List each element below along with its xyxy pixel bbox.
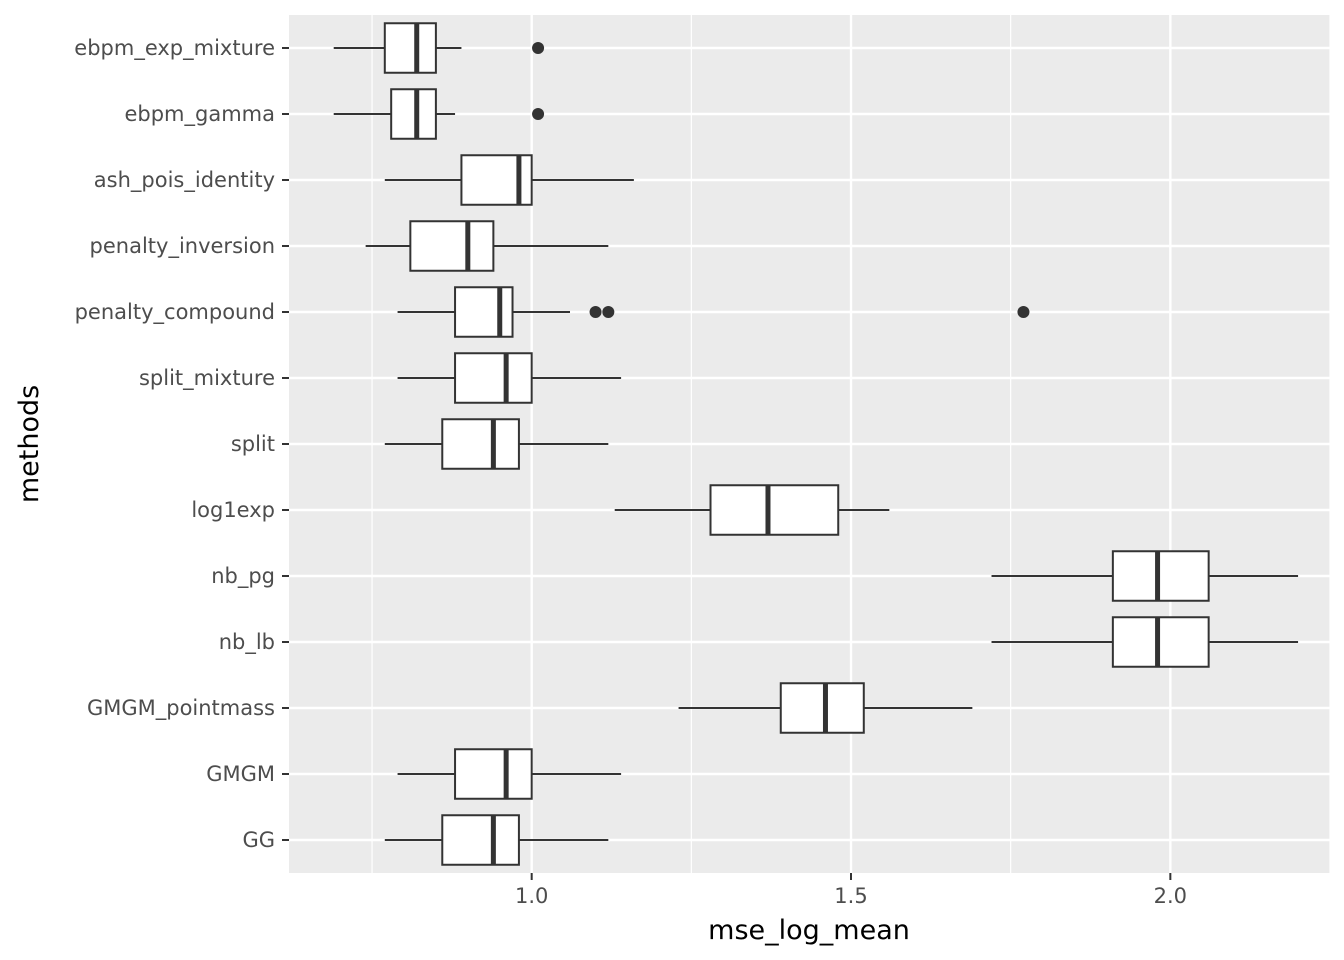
iqr-box (441, 418, 520, 470)
x-axis-title: mse_log_mean (708, 915, 910, 946)
outlier-point (589, 306, 602, 318)
y-tick-label: penalty_inversion (90, 234, 275, 259)
x-tick-label: 1.0 (515, 884, 548, 908)
iqr-box (709, 484, 840, 536)
x-tick-label: 1.5 (834, 884, 867, 908)
x-tick-label: 2.0 (1154, 884, 1187, 908)
iqr-box (383, 22, 437, 74)
iqr-box (454, 352, 533, 404)
iqr-box (779, 682, 865, 734)
y-tick-label: split (231, 432, 275, 456)
iqr-box (409, 220, 495, 272)
y-tick-label: GG (242, 828, 275, 852)
y-tick-label: nb_lb (219, 630, 275, 655)
y-tick-label: ebpm_exp_mixture (74, 36, 275, 61)
y-tick-label: ash_pois_identity (94, 168, 275, 193)
box-split_mixture (397, 352, 622, 404)
box-ebpm_exp_mixture (333, 22, 545, 74)
iqr-box (1111, 616, 1210, 668)
outlier-point (532, 108, 545, 120)
y-tick-label: log1exp (191, 498, 275, 522)
box-nb_pg (991, 550, 1299, 602)
outlier-point (1017, 306, 1030, 318)
axes: 1.0 1.5 2.0 ebpm_exp_mixture ebpm_gamma ash_p… (74, 36, 1187, 908)
y-tick-label: ebpm_gamma (124, 102, 275, 127)
box-log1exp (614, 484, 890, 536)
iqr-box (1111, 550, 1210, 602)
box-GMGM (397, 748, 622, 800)
outlier-point (532, 42, 545, 54)
outlier-point (602, 306, 615, 318)
iqr-box (454, 748, 533, 800)
box-GMGM_pointmass (678, 682, 973, 734)
iqr-box (441, 814, 520, 866)
y-tick-label: GMGM_pointmass (87, 696, 275, 721)
box-nb_lb (991, 616, 1299, 668)
y-tick-label: nb_pg (211, 564, 275, 589)
box-ebpm_gamma (333, 88, 545, 140)
y-axis-title: methods (14, 385, 45, 503)
box-ash_pois_identity (384, 154, 634, 206)
box-GG (384, 814, 609, 866)
iqr-box (390, 88, 437, 140)
iqr-box (454, 286, 514, 338)
box-penalty_inversion (365, 220, 609, 272)
box-penalty_compound (397, 286, 1030, 338)
y-tick-label: GMGM (206, 762, 275, 786)
box-series (333, 22, 1299, 866)
box-split (384, 418, 609, 470)
y-tick-label: penalty_compound (75, 300, 275, 325)
y-tick-label: split_mixture (139, 366, 275, 391)
